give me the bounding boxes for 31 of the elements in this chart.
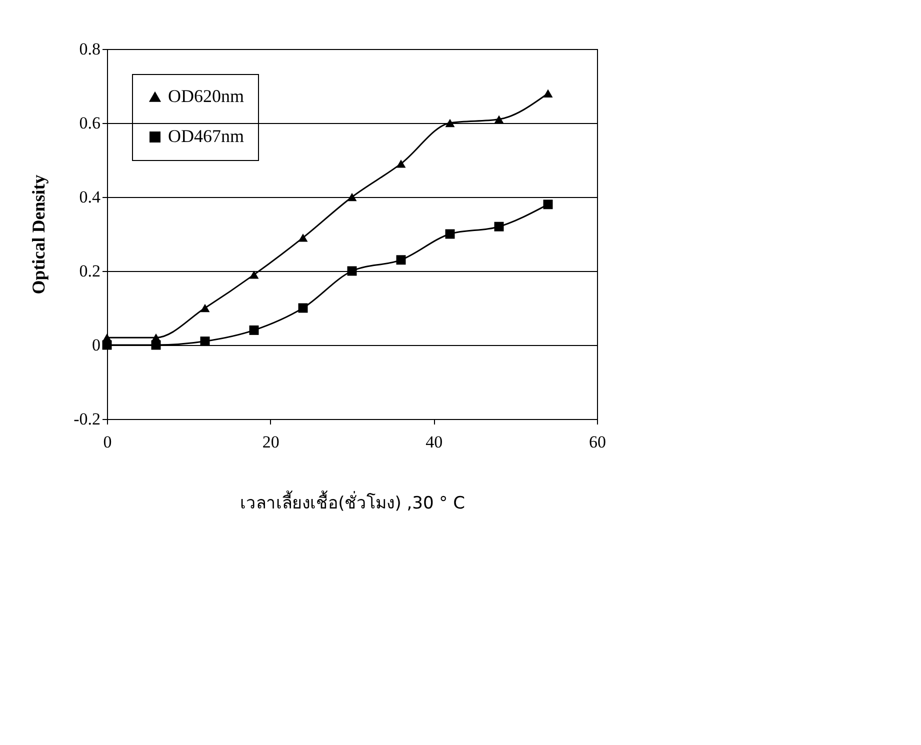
point xyxy=(151,340,161,350)
point xyxy=(347,192,357,202)
y-tick-label: 0.8 xyxy=(79,40,100,58)
point xyxy=(494,222,504,232)
x-tick-label: 40 xyxy=(426,432,443,452)
y-tick-label: -0.2 xyxy=(74,410,100,428)
point xyxy=(445,118,455,128)
y-tick-label: 0 xyxy=(92,336,100,354)
y-tick-label: 0.4 xyxy=(79,188,101,206)
y-tick-label: 0.2 xyxy=(79,262,100,280)
point xyxy=(298,303,308,313)
x-tick-label: 20 xyxy=(262,432,280,452)
point xyxy=(543,89,553,98)
point xyxy=(200,336,210,346)
y-axis-title: Optical Density xyxy=(28,174,49,294)
point xyxy=(396,255,406,265)
point xyxy=(298,234,308,242)
point xyxy=(396,160,406,168)
point xyxy=(445,229,455,239)
point xyxy=(249,270,259,279)
x-tick-label: 60 xyxy=(589,432,606,452)
point xyxy=(494,115,504,124)
point xyxy=(347,266,357,276)
point xyxy=(249,325,259,335)
point xyxy=(543,200,553,210)
legend-label: OD467nm xyxy=(168,126,244,146)
y-tick-label: 0.6 xyxy=(79,114,100,132)
point xyxy=(200,304,210,312)
x-axis-title: เวลาเลี้ยงเชื้อ(ชั่วโมง) ,30 ° C xyxy=(240,490,465,514)
point xyxy=(102,340,112,350)
legend-label: OD620nm xyxy=(168,86,244,106)
